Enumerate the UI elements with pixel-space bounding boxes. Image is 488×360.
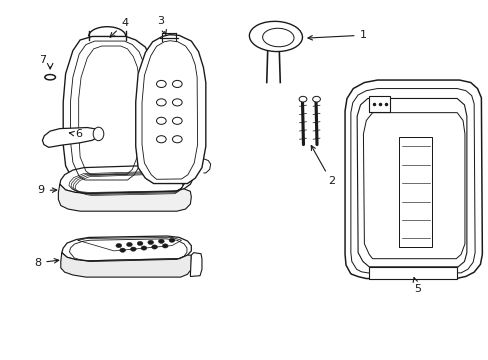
Circle shape — [151, 245, 157, 249]
Text: 6: 6 — [69, 130, 82, 139]
PathPatch shape — [61, 253, 191, 277]
Circle shape — [158, 239, 164, 243]
Circle shape — [299, 96, 306, 102]
Circle shape — [169, 238, 175, 242]
PathPatch shape — [368, 96, 389, 112]
Text: 1: 1 — [307, 30, 366, 40]
PathPatch shape — [42, 127, 99, 147]
Circle shape — [162, 244, 168, 248]
Text: 8: 8 — [34, 258, 59, 268]
PathPatch shape — [60, 165, 192, 193]
Circle shape — [116, 243, 122, 248]
Text: 5: 5 — [412, 278, 420, 294]
Circle shape — [126, 242, 132, 247]
Circle shape — [137, 241, 142, 246]
PathPatch shape — [58, 184, 191, 211]
Circle shape — [141, 246, 146, 250]
PathPatch shape — [61, 236, 191, 261]
PathPatch shape — [136, 35, 205, 184]
PathPatch shape — [345, 80, 481, 279]
PathPatch shape — [190, 253, 202, 276]
Circle shape — [147, 240, 153, 244]
Ellipse shape — [93, 127, 103, 141]
Circle shape — [312, 96, 320, 102]
Text: 7: 7 — [39, 55, 46, 65]
PathPatch shape — [63, 36, 152, 184]
Circle shape — [120, 248, 125, 252]
Ellipse shape — [249, 21, 302, 51]
Text: 2: 2 — [310, 145, 334, 186]
Circle shape — [130, 247, 136, 251]
PathPatch shape — [368, 267, 456, 279]
Text: 9: 9 — [38, 185, 57, 195]
Text: 4: 4 — [110, 18, 128, 37]
Text: 3: 3 — [157, 16, 166, 35]
